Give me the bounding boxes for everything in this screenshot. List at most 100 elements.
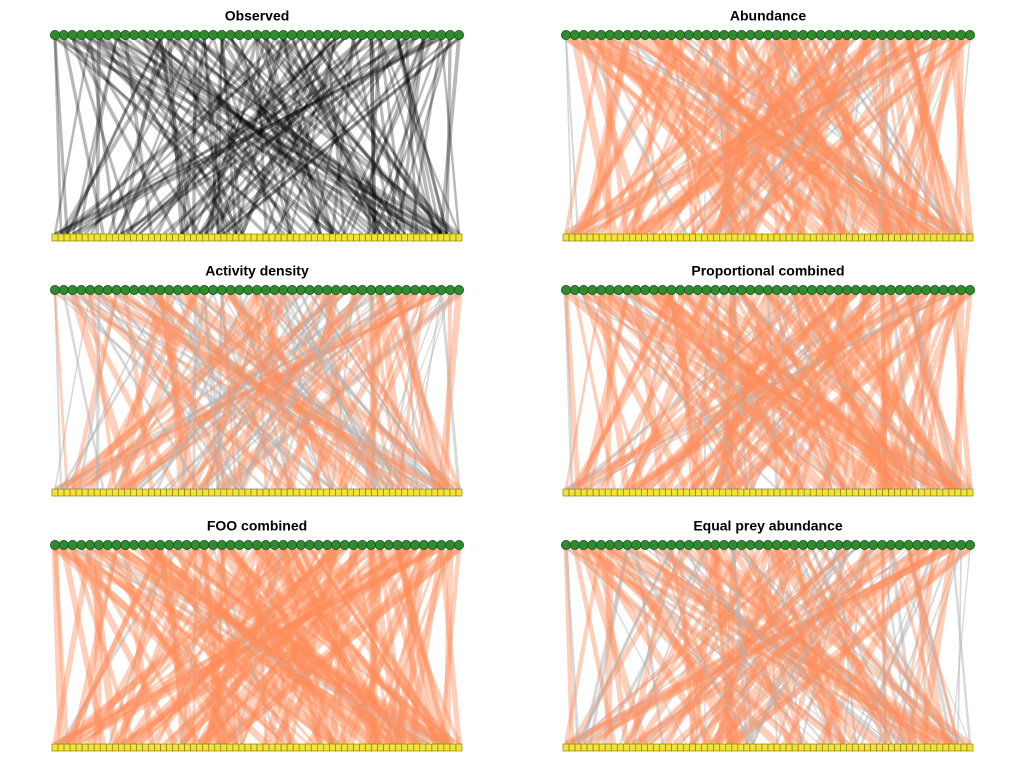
- interaction-link: [337, 37, 426, 235]
- upper-level-node: [850, 29, 861, 40]
- lower-level-node: [677, 743, 684, 752]
- lower-level-node: [731, 233, 739, 242]
- interaction-link: [713, 547, 731, 745]
- interaction-link: [582, 546, 941, 746]
- lower-level-node: [713, 743, 721, 752]
- upper-level-node: [85, 540, 96, 551]
- interaction-link: [79, 37, 202, 235]
- lower-level-node: [562, 233, 570, 242]
- lower-level-node: [130, 233, 137, 242]
- upper-level-node: [427, 284, 438, 295]
- interaction-link: [740, 547, 899, 745]
- upper-level-node: [780, 29, 791, 40]
- interaction-link: [120, 36, 408, 236]
- interaction-link: [670, 37, 700, 235]
- lower-level-node: [286, 743, 294, 752]
- interaction-link: [83, 291, 294, 491]
- upper-level-node: [947, 540, 958, 551]
- lower-level-node: [316, 488, 324, 497]
- interaction-link: [902, 292, 963, 490]
- lower-level-node: [401, 488, 409, 497]
- upper-level-node: [278, 29, 289, 40]
- interaction-link: [581, 545, 846, 747]
- interaction-link: [889, 292, 918, 490]
- interaction-link: [905, 37, 955, 235]
- lower-level-node: [93, 488, 101, 497]
- interaction-link: [900, 37, 965, 235]
- interaction-link: [299, 37, 383, 235]
- interaction-link: [141, 36, 448, 236]
- upper-level-node: [181, 29, 192, 40]
- interaction-link: [352, 547, 395, 745]
- interaction-link: [367, 547, 402, 745]
- panel-title: Observed: [225, 8, 290, 24]
- interaction-link: [955, 37, 965, 235]
- interaction-link: [186, 547, 291, 745]
- interaction-link: [906, 37, 938, 235]
- interaction-link: [643, 291, 905, 491]
- interaction-link: [132, 546, 346, 746]
- interaction-link: [576, 292, 674, 490]
- lower-level-nodes: [562, 488, 974, 497]
- upper-level-node: [894, 29, 905, 40]
- lower-level-node: [719, 233, 727, 242]
- interaction-link: [336, 547, 426, 745]
- upper-level-node: [965, 540, 976, 551]
- upper-level-node: [120, 284, 131, 295]
- interaction-link: [626, 35, 960, 237]
- lower-level-node: [713, 233, 721, 242]
- upper-level-node: [269, 540, 280, 551]
- interaction-link: [395, 37, 449, 235]
- interaction-link: [168, 37, 430, 235]
- lower-level-node: [653, 233, 660, 242]
- interaction-link: [713, 292, 731, 490]
- interaction-link: [202, 37, 226, 235]
- lower-level-node: [280, 488, 288, 497]
- interaction-link: [53, 545, 417, 747]
- interaction-link: [306, 546, 417, 746]
- interaction-link: [617, 37, 737, 235]
- upper-level-node: [348, 540, 359, 551]
- interaction-link: [158, 292, 190, 490]
- interaction-link: [64, 546, 163, 746]
- upper-level-node: [208, 540, 219, 551]
- interaction-link: [132, 37, 337, 235]
- lower-level-node: [389, 743, 396, 752]
- interaction-link: [328, 547, 358, 745]
- interaction-link: [767, 547, 953, 745]
- upper-level-node: [727, 284, 738, 295]
- lower-level-node: [87, 488, 95, 497]
- interaction-link: [263, 37, 323, 235]
- upper-level-nodes: [50, 540, 464, 551]
- interaction-link: [269, 291, 409, 491]
- upper-level-node: [806, 284, 817, 295]
- interaction-link: [407, 547, 445, 745]
- lower-level-node: [930, 488, 938, 497]
- upper-level-node: [842, 540, 853, 551]
- interaction-link: [115, 36, 424, 236]
- interaction-link: [889, 547, 918, 745]
- interaction-link: [264, 37, 329, 235]
- interaction-link: [445, 292, 453, 490]
- interaction-link: [634, 35, 876, 237]
- interaction-link: [714, 291, 893, 491]
- upper-level-node: [596, 284, 607, 295]
- upper-level-node: [383, 540, 394, 551]
- upper-level-node: [921, 284, 932, 295]
- lower-level-node: [641, 743, 648, 752]
- lower-level-node: [111, 488, 119, 497]
- interaction-link: [132, 546, 394, 746]
- upper-level-node: [833, 540, 844, 551]
- interaction-link: [887, 37, 920, 235]
- lower-level-node: [671, 488, 678, 497]
- interaction-link: [695, 36, 804, 236]
- interaction-link: [878, 547, 892, 745]
- interaction-link: [53, 544, 419, 748]
- interaction-link: [591, 291, 797, 491]
- interaction-link: [731, 36, 965, 236]
- interaction-link: [53, 292, 63, 490]
- upper-level-node: [111, 284, 122, 295]
- interaction-link: [308, 37, 442, 235]
- interaction-link: [119, 37, 163, 235]
- upper-level-node: [216, 29, 227, 40]
